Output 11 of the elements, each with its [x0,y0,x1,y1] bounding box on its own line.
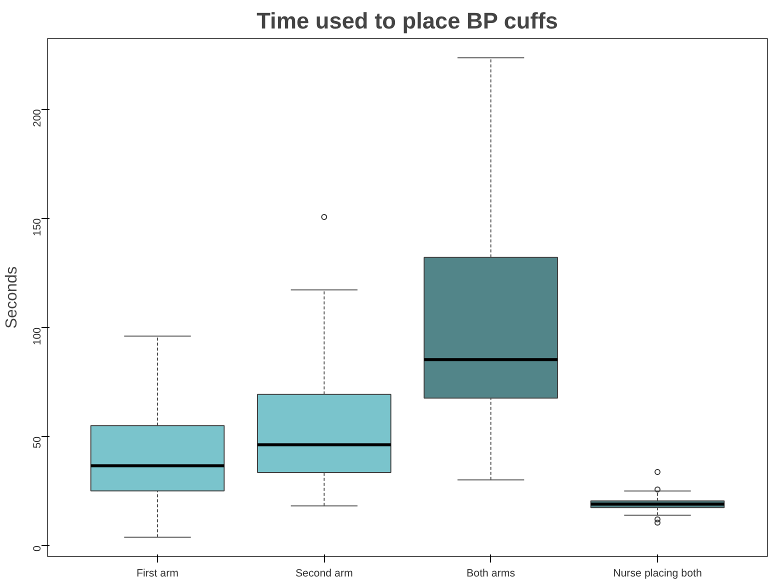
x-tick-label: First arm [136,568,179,580]
x-tick-label: Nurse placing both [613,568,702,580]
y-axis-title: Seconds [4,266,20,329]
y-tick-label: 50 [32,436,44,448]
y-tick-label: 200 [32,109,44,127]
y-tick-label: 0 [32,546,44,552]
chart-title: Time used to place BP cuffs [256,8,558,34]
y-tick-label: 100 [32,327,44,346]
y-tick-label: 150 [32,218,44,236]
x-tick-label: Second arm [295,568,354,580]
x-tick-label: Both arms [466,568,516,580]
